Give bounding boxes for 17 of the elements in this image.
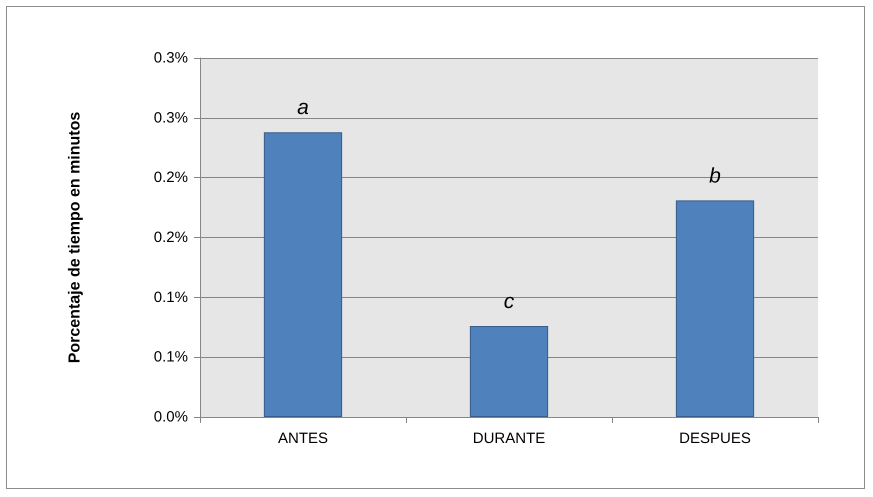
x-tick-label: ANTES <box>278 430 328 447</box>
x-tick-label: DURANTE <box>472 430 546 447</box>
bar <box>676 200 754 417</box>
bar <box>264 132 342 417</box>
annotation: b <box>709 164 722 188</box>
y-tick-label: 0.2% <box>154 229 188 246</box>
annotation: c <box>504 290 515 314</box>
x-tick-label: DESPUES <box>679 430 751 447</box>
y-tick-label: 0.2% <box>154 169 188 186</box>
annotation: a <box>297 96 309 120</box>
y-tick-label: 0.1% <box>154 348 188 366</box>
y-tick-label: 0.1% <box>154 288 188 306</box>
bar <box>470 326 548 417</box>
y-tick-label: 0.0% <box>154 408 188 426</box>
y-axis-title: Porcentaje de tiempo en minutos <box>66 112 84 364</box>
y-tick-label: 0.3% <box>154 50 188 66</box>
y-tick-label: 0.3% <box>154 109 188 126</box>
